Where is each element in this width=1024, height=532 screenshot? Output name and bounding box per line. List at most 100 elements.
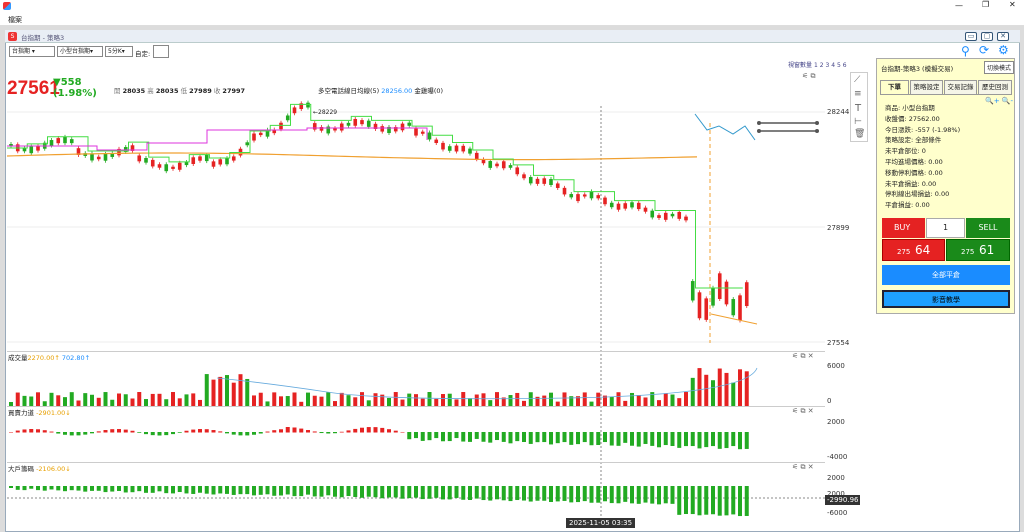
big-player-bar [481,486,486,501]
big-player-bar [137,486,142,492]
volume-bar [312,395,317,406]
big-player-bar [515,486,520,501]
switch-mode-button[interactable]: 切換模式 [984,61,1014,74]
bid-price-box[interactable]: 275 64 [882,239,945,261]
main-panel-tools-icon[interactable]: ⚟ ⧉ [802,72,816,80]
big-player-bar [663,486,668,504]
power-bar [508,432,513,444]
window-close-button[interactable]: ✕ [997,32,1009,41]
maximize-button[interactable]: ❐ [982,0,990,9]
user-settings-icon[interactable]: ⚙ [998,43,1009,57]
price-chart[interactable] [7,68,875,520]
trash-icon[interactable]: 🗑 [854,129,866,139]
custom-input[interactable] [153,45,169,58]
recent-average-line [710,313,758,325]
ask-price-box[interactable]: 275 61 [946,239,1010,261]
volume-bar [623,400,628,406]
view-count-4[interactable]: 4 [831,62,836,69]
tab-order[interactable]: 下單 [880,80,909,94]
candle-body [562,187,567,195]
symbol-select[interactable]: 台指期 ▾ [9,46,55,57]
power-bar [420,432,425,441]
volume-bar [245,378,250,406]
volume-bar [387,397,391,406]
candle-body [717,273,722,299]
tab-strategy-settings[interactable]: 策略設定 [910,80,943,94]
big-player-bar [83,486,88,492]
view-count-2[interactable]: 2 [819,62,824,69]
big-player-bar [380,486,385,499]
signal-icon[interactable]: ⚲ [961,44,970,58]
power-bar [562,432,567,443]
volume-panel-tools-icon[interactable]: ⚟ ⧉ ✕ [792,352,814,360]
text-tool-icon[interactable]: T [855,103,862,114]
volume-bar [360,392,364,406]
tab-backtest[interactable]: 歷史回測 [978,80,1012,94]
candle-body [549,179,553,185]
volume-bar [69,392,74,406]
view-count-1[interactable]: 1 [813,62,818,69]
contract-select[interactable]: 小型台指期▾ [57,46,103,57]
volume-bar [15,392,20,406]
price-change: ▼558 [53,77,82,88]
candle-body [582,194,587,197]
menu-file[interactable]: 檔案 [8,16,22,24]
volume-bar [650,392,655,406]
volume-bar [49,392,54,406]
volume-bar [285,396,290,406]
zoom-icons[interactable]: 🔍+ 🔍- [985,97,1014,105]
volume-bar [272,392,277,406]
candle-body [184,161,189,166]
chart-window-titlebar: S 台指期 - 策略3 ▭ ▢ ✕ [5,30,1020,43]
power-bar [663,432,668,446]
candle-body [616,203,621,210]
power-panel-tools-icon[interactable]: ⚟ ⧉ ✕ [792,407,814,415]
volume-bar [528,392,533,406]
sell-button[interactable]: SELL [966,218,1010,238]
power-bar [15,430,20,433]
candle-body [650,210,655,218]
candle-body [690,281,695,301]
power-bar [528,432,533,444]
power-bar [272,430,277,433]
buy-button[interactable]: BUY [882,218,925,238]
candle-body [738,295,742,321]
candle-body [63,136,67,144]
view-count-3[interactable]: 3 [825,62,830,69]
candle-body [69,139,74,144]
view-count-5[interactable]: 5 [836,62,841,69]
trendline-tool-icon[interactable]: ⟋ [854,75,861,85]
volume-bar [353,397,358,406]
big-player-bar [596,486,601,503]
window-minimize-button[interactable]: ▭ [965,32,977,41]
close-button[interactable]: ✕ [1009,0,1016,9]
tab-trade-log[interactable]: 交易記錄 [944,80,977,94]
big-panel-tools-icon[interactable]: ⚟ ⧉ ✕ [792,463,814,471]
tutorial-button[interactable]: 影音教學 [882,290,1010,308]
volume-bar [319,396,324,406]
ruler-tool-icon[interactable]: ⊢ [854,117,862,127]
volume-bar [22,395,27,406]
period-select[interactable]: 5分K▾ [105,46,133,57]
power-bar [279,429,283,433]
hline-tool-icon[interactable]: ≡ [854,89,862,99]
big-player-bar [542,486,547,501]
quantity-input[interactable]: 1 [926,218,965,238]
stop-line-segment [7,127,428,151]
last-price: 27561 [7,78,60,99]
big-player-bar [312,486,317,497]
power-bar [474,432,479,439]
minimize-button[interactable]: — [955,1,963,10]
candle-body [420,131,425,134]
candle-body [49,140,54,146]
candle-body [346,122,351,126]
close-all-button[interactable]: 全部平倉 [882,265,1010,285]
view-count-6[interactable]: 6 [842,62,847,69]
candle-body [603,197,607,205]
marker-handle [815,121,819,125]
window-restore-button[interactable]: ▢ [981,32,993,41]
big-player-bar [407,486,412,499]
refresh-icon[interactable]: ⟳ [979,43,990,57]
big-player-bar [76,486,81,491]
candle-body [36,146,40,151]
